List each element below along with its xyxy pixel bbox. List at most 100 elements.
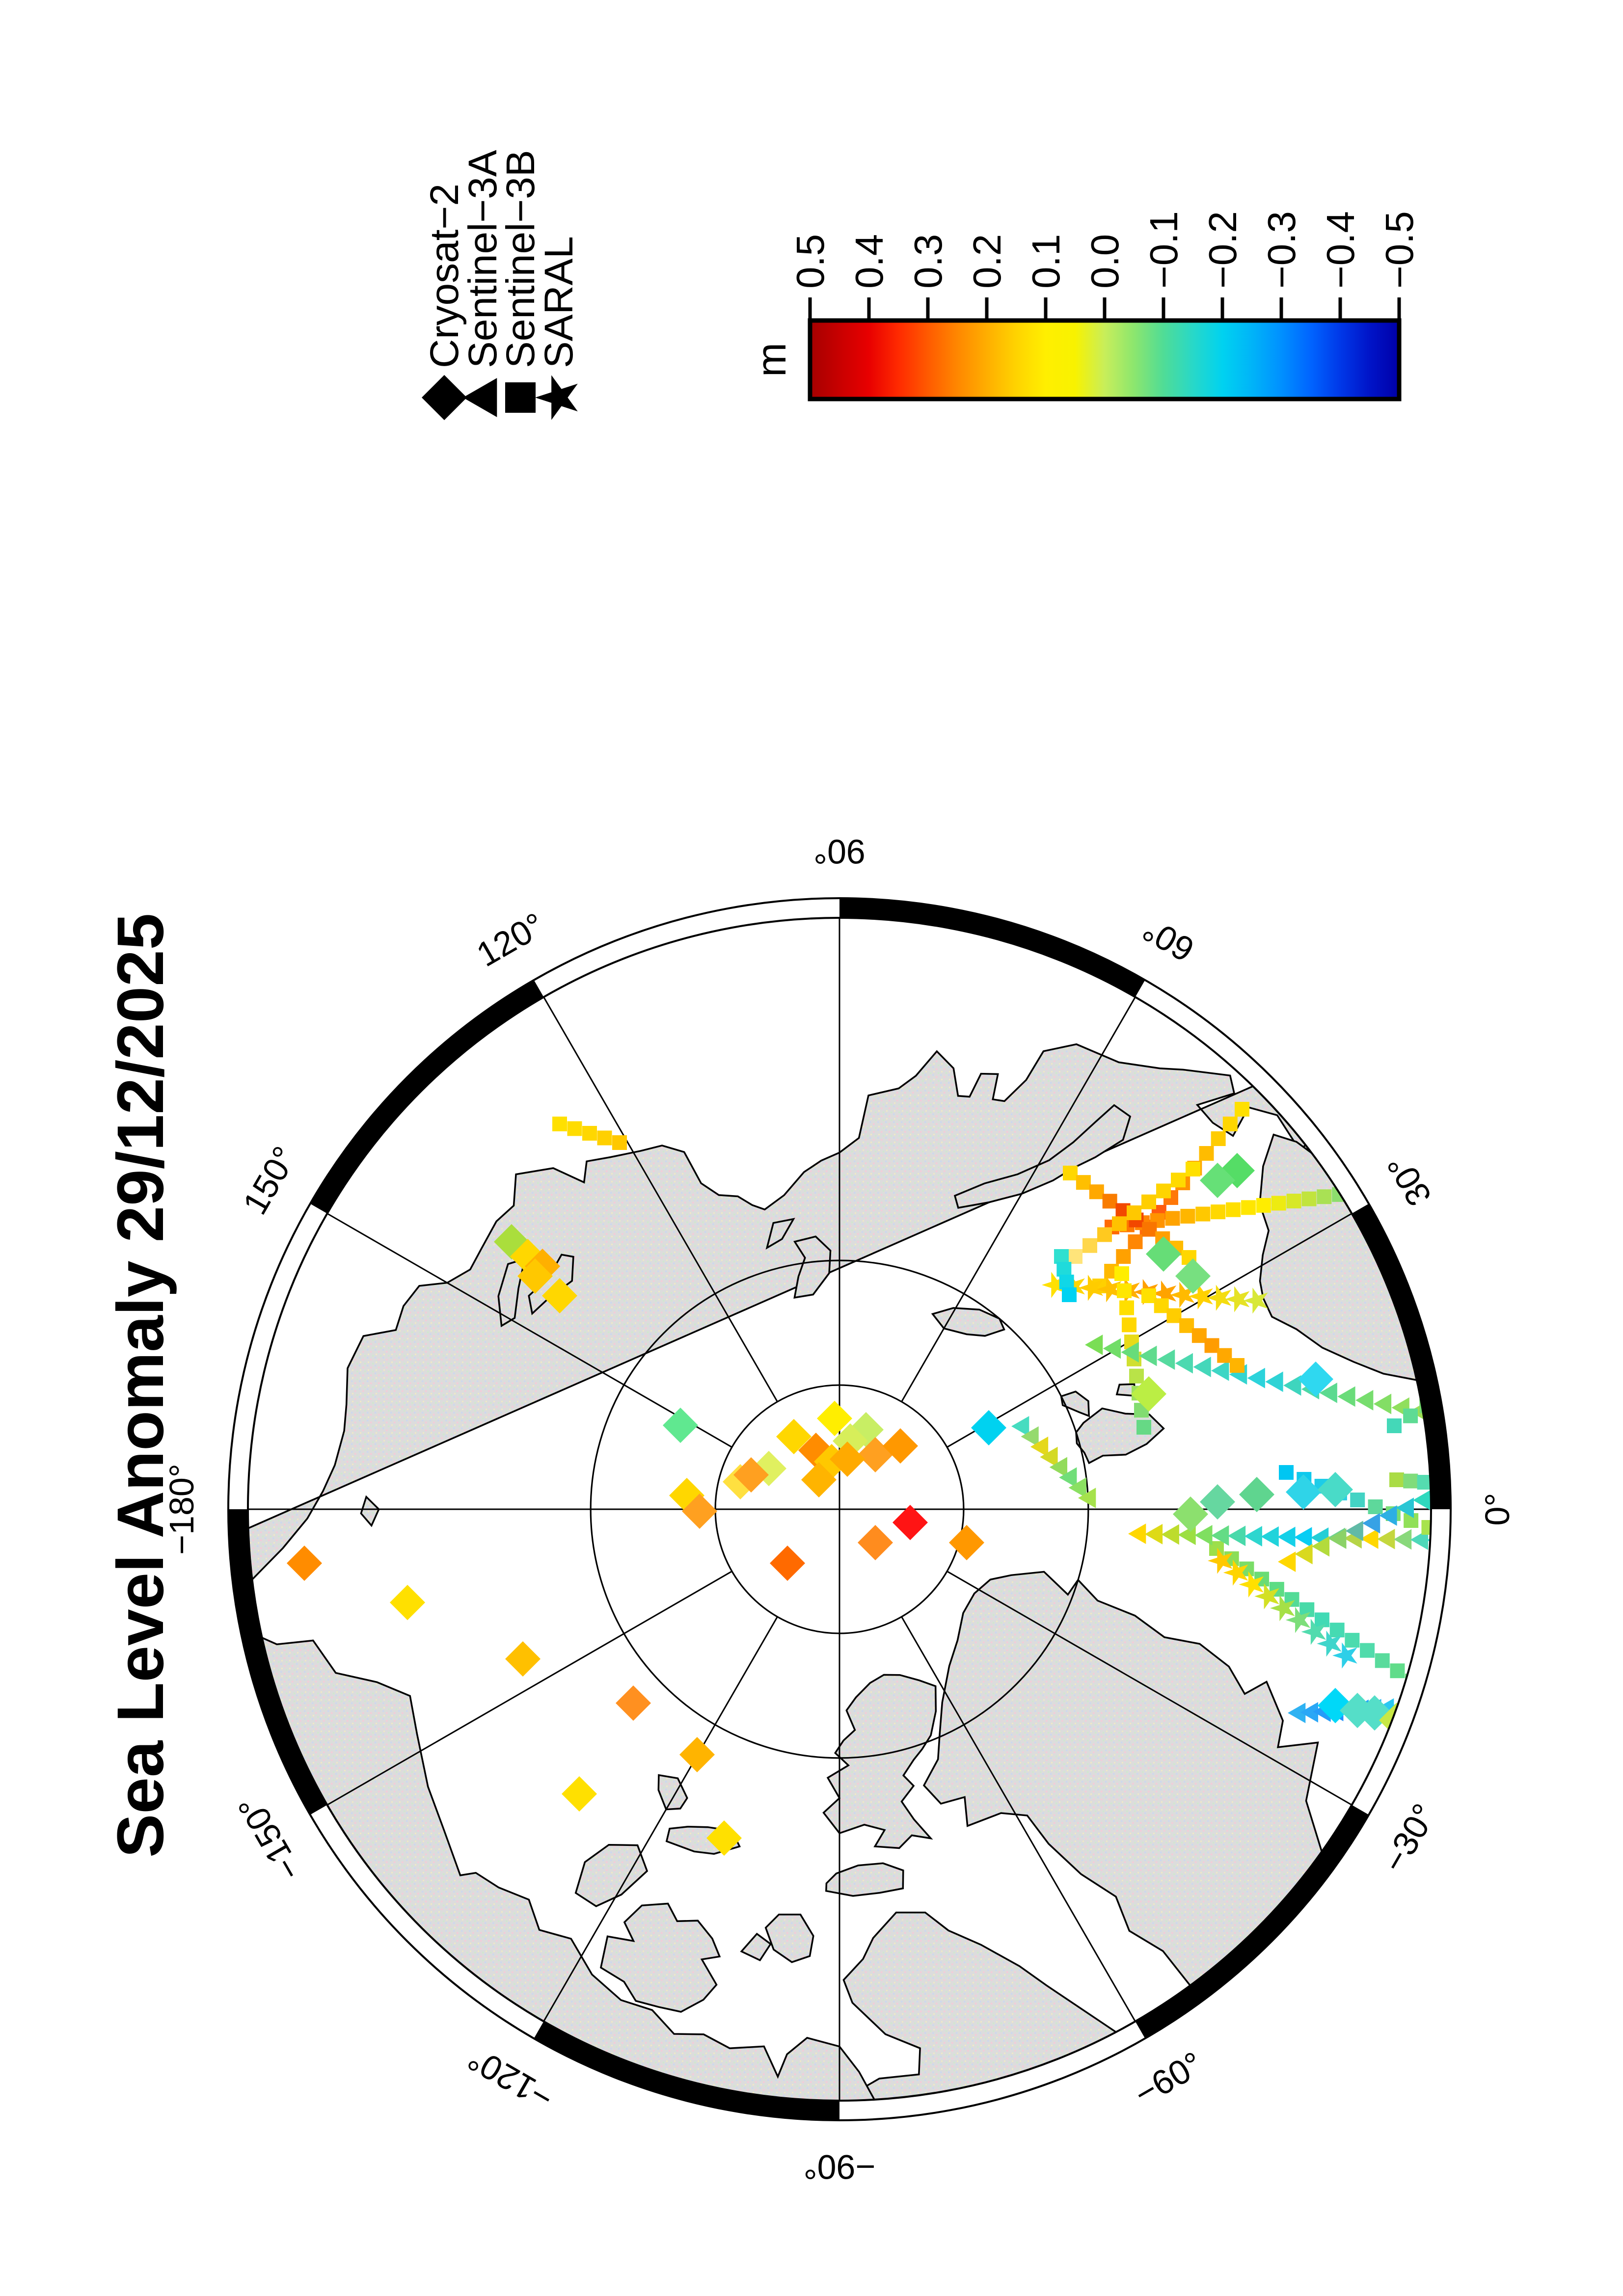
lon-label--90: −90° bbox=[804, 2148, 876, 2186]
colorbar-ticks: 0.5 0.4 0.3 0.2 0.1 0.0 −0.1 −0.2 −0.3 −0.4 −0.5 bbox=[788, 211, 1421, 320]
colorbar-tick-label: 0.2 bbox=[965, 234, 1009, 289]
legend-triangle-icon bbox=[463, 378, 497, 417]
triangle-marker bbox=[1139, 1345, 1157, 1366]
cryosat-points bbox=[287, 1153, 1414, 1856]
triangle-marker bbox=[1288, 1703, 1306, 1723]
star-marker bbox=[1332, 1642, 1357, 1669]
star-marker bbox=[1270, 1595, 1295, 1622]
square-marker bbox=[1089, 1184, 1104, 1200]
square-marker bbox=[1129, 1368, 1144, 1384]
colorbar-tick-label: 0.1 bbox=[1024, 234, 1068, 289]
square-marker bbox=[1457, 1534, 1472, 1548]
square-marker bbox=[1186, 1162, 1200, 1176]
triangle-marker bbox=[1439, 1695, 1457, 1716]
square-marker bbox=[1317, 1189, 1332, 1204]
diamond-marker bbox=[1200, 1163, 1235, 1198]
triangle-marker bbox=[1460, 1530, 1478, 1551]
square-marker bbox=[1097, 1227, 1112, 1242]
meridian--60 bbox=[901, 1616, 1136, 2022]
triangle-marker bbox=[1360, 1528, 1379, 1549]
square-marker bbox=[1435, 1694, 1450, 1709]
diamond-marker bbox=[616, 1685, 651, 1721]
square-marker bbox=[1054, 1249, 1069, 1264]
triangle-marker bbox=[1443, 1530, 1461, 1551]
legend-square-icon bbox=[505, 382, 536, 413]
square-marker bbox=[1501, 1349, 1515, 1363]
diamond-marker bbox=[883, 1428, 918, 1464]
square-marker bbox=[1211, 1204, 1226, 1220]
triangle-marker bbox=[1068, 1477, 1086, 1498]
diamond-marker bbox=[517, 1258, 553, 1294]
square-marker bbox=[1314, 1612, 1329, 1628]
diamond-marker bbox=[682, 1494, 717, 1529]
triangle-marker bbox=[1144, 1523, 1163, 1545]
diamond-marker bbox=[893, 1505, 928, 1540]
triangle-marker bbox=[1413, 1490, 1431, 1511]
triangle-marker bbox=[1059, 1467, 1077, 1488]
triangle-marker bbox=[1295, 1544, 1313, 1565]
triangle-marker bbox=[1355, 1389, 1374, 1411]
coastline-new_siberian_1 bbox=[528, 1254, 574, 1315]
square-marker bbox=[1475, 1541, 1489, 1555]
lon-label--120: −120° bbox=[461, 2039, 560, 2118]
square-marker bbox=[1059, 1275, 1074, 1289]
lon-label-180: −180° bbox=[162, 1464, 201, 1555]
triangle-marker bbox=[1328, 1528, 1347, 1549]
square-marker bbox=[1056, 1262, 1072, 1277]
square-marker bbox=[582, 1126, 597, 1141]
triangle-marker bbox=[1247, 1367, 1265, 1388]
star-marker bbox=[1169, 1281, 1195, 1308]
square-marker bbox=[1375, 1653, 1390, 1668]
frame-black-arc bbox=[1135, 1805, 1369, 2038]
star-marker bbox=[1285, 1607, 1311, 1633]
diamond-marker bbox=[1146, 1236, 1181, 1272]
star-marker bbox=[1078, 1275, 1104, 1301]
frame-black-arc bbox=[534, 2022, 840, 2120]
triangle-marker bbox=[1157, 1349, 1175, 1370]
colorbar-gradient-bar bbox=[808, 318, 1402, 401]
legend-symbols bbox=[422, 375, 578, 420]
triangle-marker bbox=[1477, 1531, 1494, 1551]
triangle-marker bbox=[1414, 1696, 1431, 1717]
square-marker bbox=[1154, 1298, 1169, 1313]
figure-title: Sea Level Anomaly 29/12/2025 bbox=[104, 913, 177, 1858]
square-marker bbox=[1211, 1131, 1226, 1146]
lon-label-90: 90° bbox=[813, 832, 866, 871]
coastline-ellesmere bbox=[822, 1674, 937, 1849]
square-marker bbox=[1114, 1266, 1129, 1281]
diamond-marker bbox=[949, 1525, 984, 1560]
satellite-legend: Cryosat−2 Sentinel−3A Sentinel−3B SARAL bbox=[422, 150, 581, 420]
square-marker bbox=[1226, 1202, 1241, 1217]
square-marker bbox=[1112, 1216, 1127, 1231]
square-marker bbox=[1473, 1480, 1488, 1495]
meridian-150 bbox=[326, 1213, 732, 1448]
star-marker bbox=[1301, 1619, 1326, 1645]
square-marker bbox=[1517, 1339, 1532, 1354]
square-marker bbox=[1136, 1420, 1151, 1435]
frame-outer-circle bbox=[227, 897, 1452, 2121]
triangle-marker bbox=[1030, 1436, 1049, 1457]
square-marker bbox=[1345, 1632, 1360, 1648]
triangle-marker bbox=[1103, 1338, 1121, 1359]
diamond-marker bbox=[1286, 1474, 1321, 1510]
diamond-marker bbox=[505, 1641, 541, 1677]
coastline-wrangel bbox=[360, 1495, 380, 1527]
triangle-marker bbox=[1040, 1446, 1058, 1468]
square-marker bbox=[1116, 1249, 1131, 1264]
triangle-marker bbox=[1396, 1497, 1414, 1519]
triangle-marker bbox=[1211, 1360, 1229, 1381]
star-marker bbox=[1188, 1283, 1213, 1309]
square-marker bbox=[1404, 1513, 1419, 1528]
square-marker bbox=[1368, 1499, 1383, 1514]
colorbar-tick-label: 0.5 bbox=[788, 234, 832, 289]
square-marker bbox=[1301, 1191, 1317, 1206]
diamond-marker bbox=[287, 1546, 322, 1581]
diamond-marker bbox=[1298, 1362, 1333, 1397]
diamond-marker bbox=[679, 1737, 715, 1772]
coastline-somerset bbox=[764, 1913, 814, 1963]
star-marker bbox=[1042, 1272, 1067, 1298]
triangle-marker bbox=[1278, 1551, 1296, 1572]
coastline-prince_patrick bbox=[657, 1774, 688, 1811]
square-marker bbox=[1390, 1663, 1405, 1679]
